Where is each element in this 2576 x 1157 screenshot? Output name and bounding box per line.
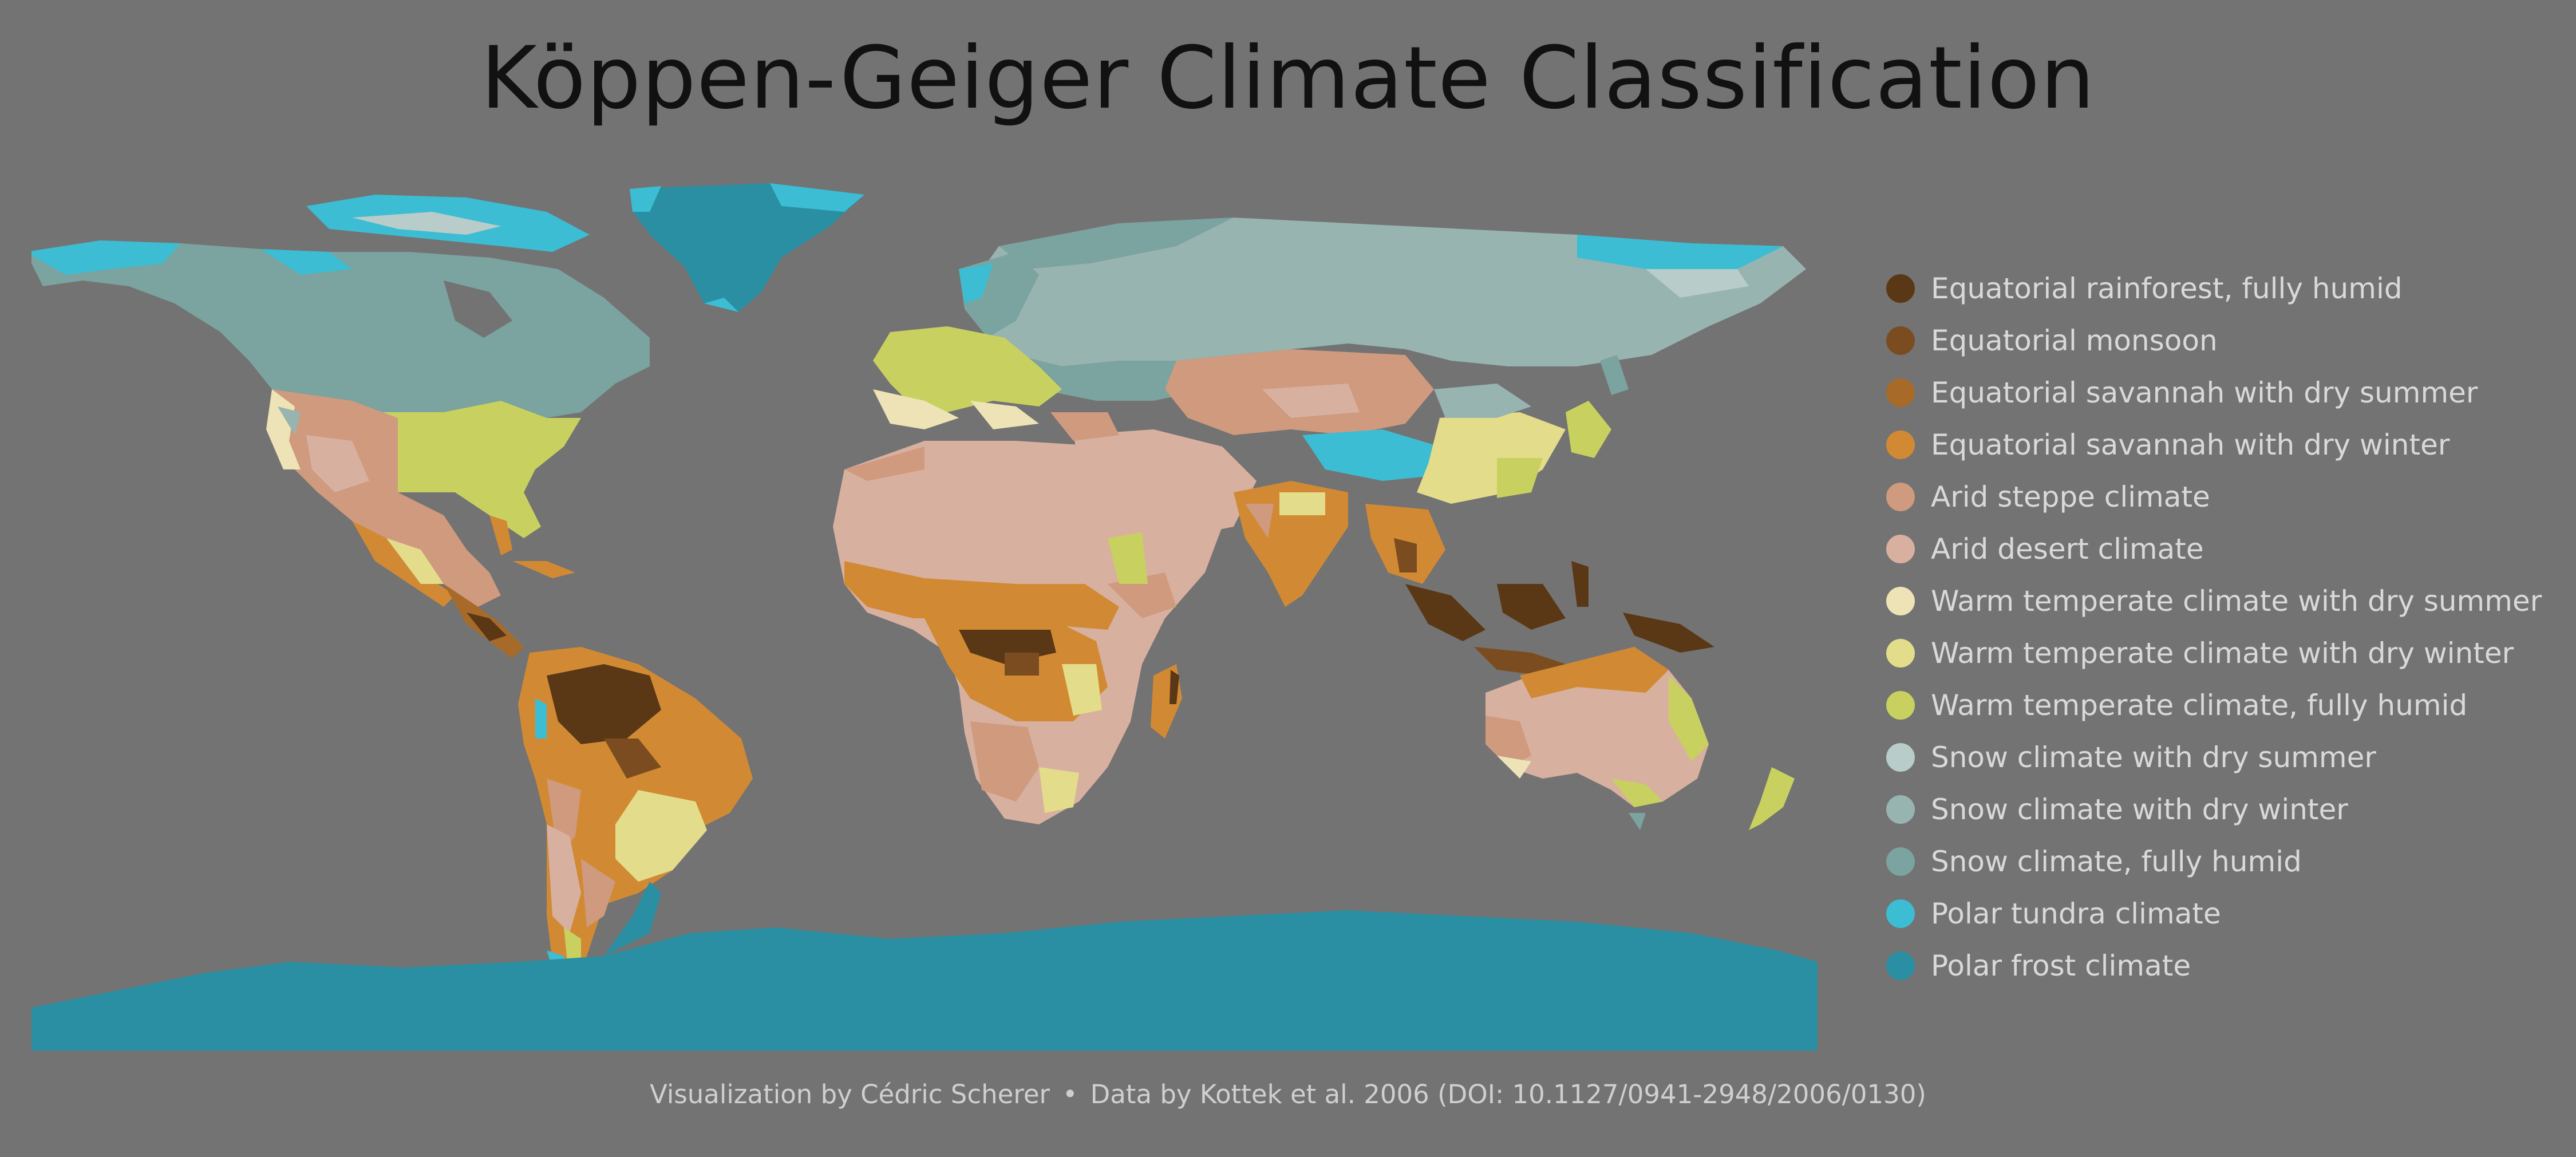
legend-label: Warm temperate climate with dry winter <box>1931 636 2514 670</box>
legend: Equatorial rainforest, fully humid Equat… <box>1886 262 2562 992</box>
map-title: Köppen-Geiger Climate Classification <box>480 29 2096 128</box>
legend-swatch <box>1886 899 1915 928</box>
legend-item: Snow climate, fully humid <box>1886 835 2562 887</box>
region-greenland <box>630 183 864 312</box>
legend-item: Warm temperate climate, fully humid <box>1886 679 2562 731</box>
legend-item: Equatorial savannah with dry winter <box>1886 418 2562 471</box>
legend-label: Arid steppe climate <box>1931 480 2210 514</box>
region-africa <box>833 441 1222 824</box>
legend-swatch <box>1886 274 1915 303</box>
legend-label: Equatorial rainforest, fully humid <box>1931 271 2403 305</box>
legend-swatch <box>1886 378 1915 407</box>
region-north-america <box>31 195 650 658</box>
legend-swatch <box>1886 795 1915 824</box>
legend-swatch <box>1886 326 1915 355</box>
region-maritime-asia <box>1405 561 1714 676</box>
legend-item: Snow climate with dry winter <box>1886 783 2562 835</box>
legend-item: Arid desert climate <box>1886 523 2562 575</box>
legend-item: Warm temperate climate with dry summer <box>1886 575 2562 627</box>
legend-label: Equatorial savannah with dry winter <box>1931 428 2450 461</box>
legend-label: Snow climate with dry summer <box>1931 740 2376 774</box>
caption: Visualization by Cédric Scherer • Data by … <box>0 1079 2576 1111</box>
legend-swatch <box>1886 534 1915 563</box>
legend-swatch <box>1886 743 1915 772</box>
legend-item: Equatorial monsoon <box>1886 314 2562 366</box>
legend-item: Polar frost climate <box>1886 939 2562 992</box>
legend-swatch <box>1886 847 1915 876</box>
region-australia <box>1485 647 1795 830</box>
legend-label: Snow climate, fully humid <box>1931 844 2302 878</box>
legend-swatch <box>1886 586 1915 615</box>
legend-swatch <box>1886 638 1915 668</box>
caption-separator: • <box>1062 1079 1078 1109</box>
legend-label: Equatorial savannah with dry summer <box>1931 376 2478 409</box>
legend-item: Polar tundra climate <box>1886 887 2562 939</box>
caption-source: Data by Kottek et al. 2006 (DOI: 10.1127… <box>1090 1079 1926 1109</box>
legend-item: Equatorial savannah with dry summer <box>1886 366 2562 418</box>
legend-label: Warm temperate climate with dry summer <box>1931 584 2542 618</box>
legend-item: Snow climate with dry summer <box>1886 731 2562 783</box>
region-antarctica <box>31 882 1818 1051</box>
legend-label: Arid desert climate <box>1931 532 2204 566</box>
region-eurasia <box>873 218 1806 607</box>
legend-label: Warm temperate climate, fully humid <box>1931 688 2468 722</box>
world-climate-map <box>31 183 1818 1051</box>
legend-item: Arid steppe climate <box>1886 471 2562 523</box>
legend-label: Snow climate with dry winter <box>1931 792 2348 826</box>
legend-label: Polar frost climate <box>1931 949 2191 982</box>
legend-item: Warm temperate climate with dry winter <box>1886 627 2562 679</box>
legend-swatch <box>1886 951 1915 980</box>
legend-label: Polar tundra climate <box>1931 897 2221 930</box>
legend-swatch <box>1886 482 1915 511</box>
caption-credit: Visualization by Cédric Scherer <box>650 1079 1050 1109</box>
legend-swatch <box>1886 430 1915 459</box>
legend-item: Equatorial rainforest, fully humid <box>1886 262 2562 314</box>
legend-label: Equatorial monsoon <box>1931 323 2218 357</box>
legend-swatch <box>1886 690 1915 720</box>
